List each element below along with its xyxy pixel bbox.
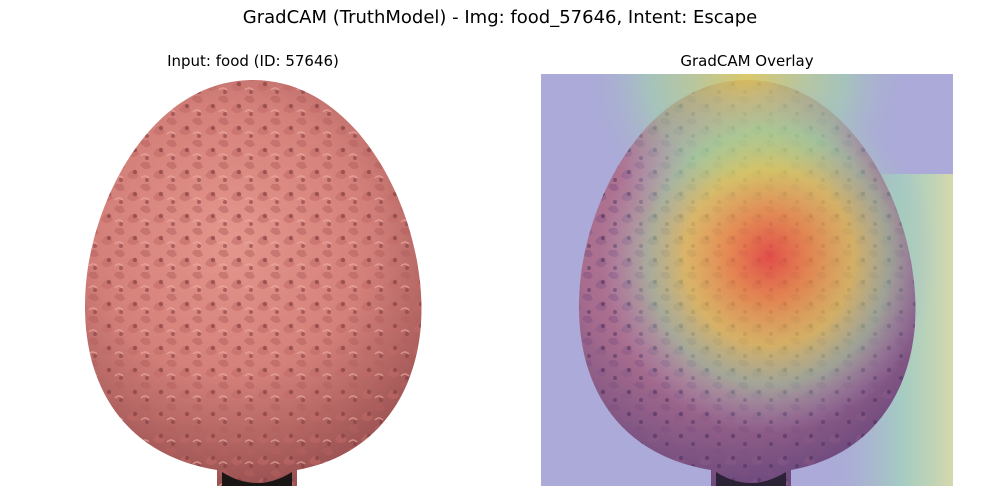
gradcam-overlay-image (541, 74, 953, 486)
gradcam-panel-title: GradCAM Overlay (680, 52, 814, 70)
input-panel-title: Input: food (ID: 57646) (167, 52, 339, 70)
fruit-illustration (85, 80, 422, 486)
figure-title: GradCAM (TruthModel) - Img: food_57646, … (242, 7, 758, 28)
gradcam-heatmap (541, 74, 953, 486)
input-image (47, 74, 459, 486)
